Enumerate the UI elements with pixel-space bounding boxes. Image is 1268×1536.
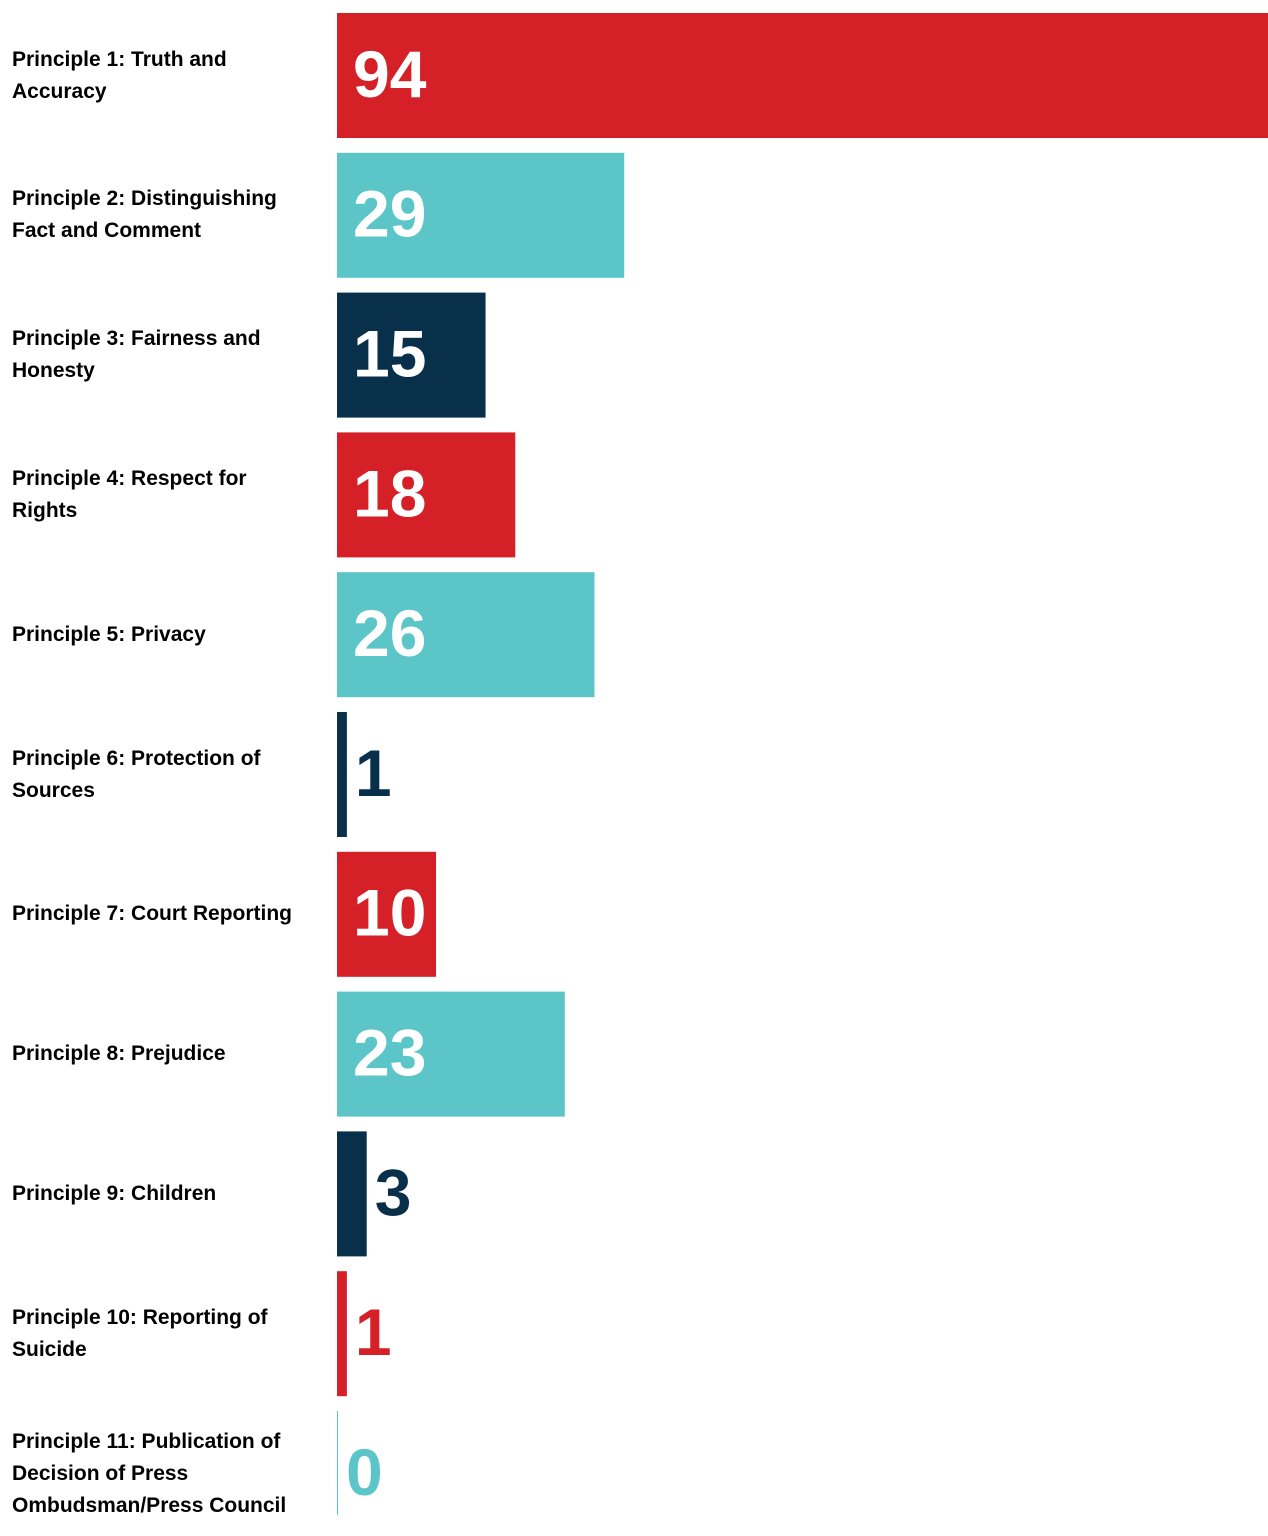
category-label: Principle 3: Fairness and Honesty [12,327,261,383]
category-label: Principle 4: Respect for Rights [12,466,247,522]
value-label: 94 [353,37,427,111]
category-label: Principle 1: Truth and Accuracy [12,47,227,103]
bar [337,1271,347,1397]
bar [337,1131,367,1257]
bar [337,851,437,977]
value-label: 26 [353,596,426,670]
value-label: 1 [355,1295,392,1369]
value-label: 0 [346,1435,383,1509]
bar [337,13,1268,138]
category-label: Principle 6: Protection of Sources [12,746,261,802]
value-label: 15 [353,317,426,391]
value-label: 1 [355,736,392,810]
value-label: 29 [353,177,426,251]
category-label: Principle 5: Privacy [12,622,206,646]
bar [337,991,565,1117]
category-label: Principle 8: Prejudice [12,1042,226,1066]
bar [337,712,347,837]
bar [337,292,486,418]
bar [337,572,595,698]
category-label: Principle 2: Distinguishing Fact and Com… [12,187,277,243]
category-label: Principle 11: Publication of Decision of… [12,1429,287,1517]
value-label: 10 [353,876,426,950]
category-label: Principle 10: Reporting of Suicide [12,1305,268,1361]
value-label: 23 [353,1016,426,1090]
bar [337,1411,338,1515]
bar [337,432,516,558]
bar [337,152,625,278]
value-label: 3 [375,1155,412,1229]
category-label: Principle 7: Court Reporting [12,902,293,926]
category-label: Principle 9: Children [12,1181,217,1205]
value-label: 18 [353,456,426,530]
